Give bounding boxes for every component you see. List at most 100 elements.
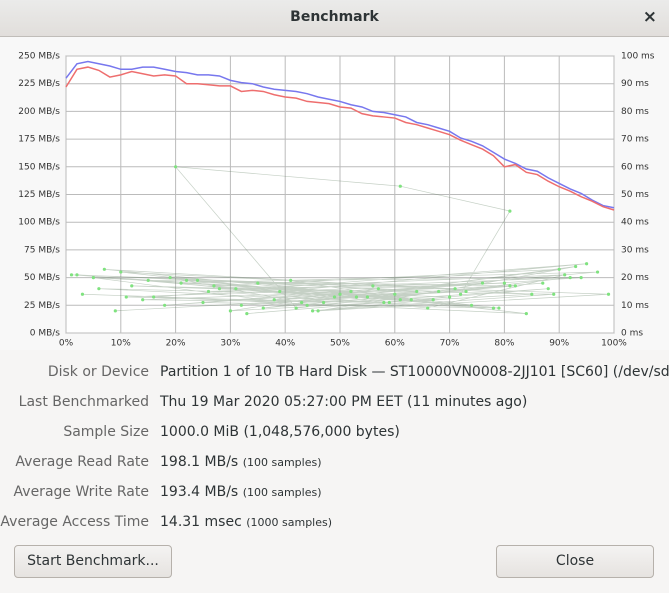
y-tick-label: 50 MB/s <box>24 273 60 283</box>
access-time-point <box>201 300 205 305</box>
y2-tick-label: 10 ms <box>621 301 649 311</box>
access-time-point <box>365 295 369 299</box>
access-time-point <box>568 276 572 280</box>
note: (100 samples) <box>242 486 322 499</box>
rate-line <box>65 66 615 211</box>
detail-label: Average Access Time <box>0 514 149 530</box>
detail-value: 14.31 msec (1000 samples) <box>160 514 332 530</box>
access-time-point <box>354 295 359 299</box>
access-time-point <box>272 298 276 302</box>
access-time-point <box>97 287 101 291</box>
rate-line <box>65 60 615 209</box>
access-time-point <box>409 298 413 302</box>
access-time-point <box>469 303 474 307</box>
access-time-point <box>206 289 211 294</box>
value: 14.31 msec <box>160 514 242 530</box>
access-time-point <box>398 184 402 188</box>
access-time-point <box>91 276 95 280</box>
access-time-point <box>415 289 419 294</box>
note: (100 samples) <box>242 456 322 469</box>
access-time-point <box>480 281 485 285</box>
access-time-point <box>513 284 517 288</box>
access-time-point <box>606 292 611 296</box>
access-time-point <box>300 300 304 305</box>
access-time-point <box>508 209 512 213</box>
access-time-point <box>530 292 534 296</box>
access-time-point <box>557 267 561 271</box>
access-time-point <box>491 306 496 310</box>
detail-row: Average Read Rate 198.1 MB/s (100 samples… <box>0 454 669 474</box>
access-time-point <box>228 309 232 313</box>
y2-tick-label: 0 ms <box>621 329 643 339</box>
access-time-point <box>431 298 435 302</box>
access-time-point <box>349 289 353 294</box>
x-tick-label: 10% <box>111 339 131 349</box>
access-time-point <box>585 262 589 266</box>
access-time-point <box>163 303 167 307</box>
y-tick-label: 250 MB/s <box>18 52 60 62</box>
x-tick-label: 90% <box>549 339 569 349</box>
access-time-point <box>579 276 583 280</box>
access-time-point <box>541 281 545 285</box>
y2-tick-label: 80 ms <box>621 107 649 117</box>
access-time-point <box>448 295 452 299</box>
access-time-point <box>141 298 145 302</box>
access-time-point <box>294 306 298 310</box>
access-time-point <box>321 300 326 305</box>
access-time-point <box>437 289 441 294</box>
access-time-point <box>305 303 309 307</box>
access-time-point <box>316 309 320 313</box>
x-tick-label: 30% <box>220 339 240 349</box>
y2-tick-label: 90 ms <box>621 79 649 89</box>
access-time-point <box>393 292 397 296</box>
y-tick-label: 175 MB/s <box>18 135 60 145</box>
access-time-point <box>130 284 134 288</box>
access-time-point <box>234 287 238 291</box>
y2-tick-label: 50 ms <box>621 190 649 200</box>
start-benchmark-button[interactable]: Start Benchmark... <box>14 545 172 578</box>
close-icon[interactable]: × <box>642 7 657 27</box>
value: 198.1 MB/s <box>160 454 239 470</box>
access-time-point <box>563 273 567 277</box>
access-time-point <box>168 276 172 280</box>
y2-tick-label: 30 ms <box>621 245 649 255</box>
chart: 0% 10% 20% 30% 40% 50% 60% 70% 80% 90% 100% 0 MB/s 2… <box>0 37 669 350</box>
detail-row: Average Access Time 14.31 msec (1000 samp… <box>0 514 669 534</box>
title: Benchmark <box>290 9 379 25</box>
access-time-point <box>113 309 117 313</box>
y-tick-label: 225 MB/s <box>18 79 60 89</box>
access-time-point <box>124 295 128 299</box>
access-time-point <box>239 303 243 307</box>
y-tick-label: 0 MB/s <box>30 329 61 339</box>
access-time-point <box>217 287 222 291</box>
access-time-point <box>311 309 315 313</box>
access-time-point <box>184 278 189 282</box>
access-time-point <box>497 306 501 310</box>
detail-value: Thu 19 Mar 2020 05:27:00 PM EET (11 minu… <box>160 394 528 410</box>
access-time-point <box>338 292 342 296</box>
detail-value: Partition 1 of 10 TB Hard Disk — ST10000… <box>160 364 669 380</box>
note: (1000 samples) <box>246 516 333 529</box>
y-tick-label: 100 MB/s <box>18 218 60 228</box>
access-time-point <box>75 273 79 277</box>
access-time-point <box>376 287 380 291</box>
access-time-point <box>256 281 260 285</box>
access-time-point <box>212 284 216 288</box>
detail-value: 1000.0 MiB (1,048,576,000 bytes) <box>160 424 400 440</box>
y-tick-label: 125 MB/s <box>18 190 60 200</box>
detail-label: Average Read Rate <box>15 454 149 470</box>
close-button[interactable]: Close <box>496 545 654 578</box>
access-time-point <box>174 165 178 169</box>
detail-row: Disk or Device Partition 1 of 10 TB Hard … <box>0 364 669 384</box>
access-time-point <box>146 278 150 282</box>
detail-row: Last Benchmarked Thu 19 Mar 2020 05:27:00… <box>0 394 669 414</box>
access-time-point <box>524 312 528 316</box>
access-time-point <box>278 289 282 294</box>
value: 193.4 MB/s <box>160 484 239 500</box>
y-tick-label: 25 MB/s <box>24 301 60 311</box>
detail-label: Disk or Device <box>47 364 149 380</box>
access-time-point <box>195 278 200 282</box>
access-time-point <box>152 295 156 299</box>
detail-label: Average Write Rate <box>13 484 149 500</box>
